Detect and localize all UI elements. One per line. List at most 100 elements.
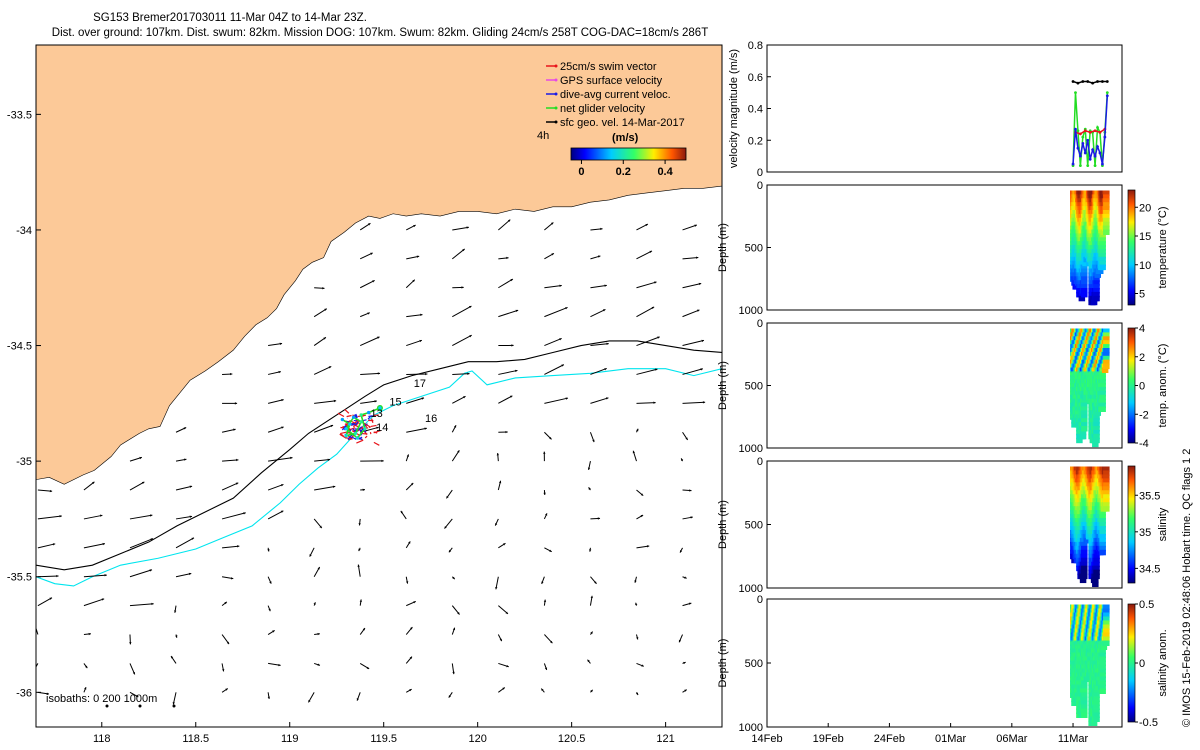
- heatmap-cell: [1093, 692, 1100, 698]
- heatmap-cell: [1103, 474, 1110, 480]
- velocity-point: [1096, 145, 1099, 149]
- velocity-point: [1086, 164, 1090, 168]
- heatmap-cell: [1093, 426, 1100, 432]
- heatmap-ytick-label: 500: [745, 243, 763, 255]
- heatmap-ytick-label: 500: [745, 520, 763, 532]
- legend-label: dive-avg current veloc.: [560, 89, 671, 101]
- velocity-arrowhead: [509, 395, 513, 398]
- velocity-arrowhead: [544, 513, 548, 516]
- velocity-point: [1074, 127, 1077, 131]
- velocity-arrowhead: [684, 576, 687, 579]
- velocity-arrowhead: [332, 485, 336, 488]
- velocity-arrowhead: [634, 580, 637, 583]
- velocity-arrowhead: [541, 581, 544, 584]
- velocity-arrow: [498, 395, 513, 404]
- swim-vector: [337, 412, 345, 418]
- heatmap-cell: [1103, 616, 1110, 622]
- heatmap-cell: [1099, 249, 1106, 255]
- heatmap-cell: [1093, 696, 1100, 702]
- heatmap-cell: [1081, 422, 1088, 428]
- swim-vector: [347, 438, 353, 441]
- heatmap-cell: [1099, 664, 1106, 670]
- heatmap-cell: [1079, 429, 1087, 436]
- velocity-arrowhead: [362, 488, 365, 492]
- colorbar-tick-label: 15: [1139, 231, 1151, 243]
- heatmap-cell: [1093, 700, 1100, 706]
- colorbar-tick-label: 0.2: [616, 166, 631, 178]
- heatmap-panel-salinity: 0 500 1000 Depth (m) 34.5 35 35.5 salinity: [717, 456, 1169, 595]
- legend-swatch-dot: [554, 106, 558, 110]
- velocity-arrowhead: [413, 601, 416, 604]
- glider-track: [337, 404, 383, 446]
- velocity-arrowhead: [457, 612, 460, 615]
- map-legend: 25cm/s swim vector GPS surface velocity di…: [537, 61, 687, 178]
- heatmap-cell: [1099, 522, 1106, 528]
- velocity-arrowhead: [416, 255, 420, 258]
- velocity-arrowhead: [412, 279, 415, 283]
- heatmap-cell: [1093, 414, 1100, 420]
- velocity-point: [1088, 157, 1092, 161]
- velocity-frame: [766, 44, 1123, 173]
- velocity-arrow: [406, 427, 427, 433]
- velocity-arrow: [590, 308, 606, 318]
- velocity-arrowhead: [226, 641, 230, 645]
- velocity-arrowhead: [330, 424, 334, 428]
- velocity-point: [1083, 129, 1087, 133]
- heatmap-cell: [1081, 288, 1088, 294]
- velocity-arrow: [360, 336, 380, 346]
- velocity-arrowhead: [323, 337, 326, 340]
- velocity-arrow: [83, 514, 103, 520]
- heatmap-ylabel: Depth (m): [717, 361, 729, 410]
- heatmap-cell: [1103, 202, 1110, 208]
- velocity-arrow: [682, 309, 700, 318]
- track-point: [359, 413, 363, 417]
- velocity-arrowhead: [495, 523, 498, 526]
- velocity-arrowhead: [281, 398, 284, 402]
- colorbar-tick-label: -4: [1139, 438, 1149, 450]
- velocity-arrowhead: [444, 526, 447, 529]
- velocity-point: [1081, 135, 1085, 139]
- velocity-arrow: [544, 284, 562, 289]
- heatmap-cell: [1081, 696, 1088, 702]
- velocity-arrowhead: [49, 597, 53, 600]
- day-label: 13: [371, 408, 383, 420]
- velocity-arrowhead: [696, 256, 699, 259]
- header-line2: Dist. over ground: 107km. Dist. swum: 82…: [52, 27, 708, 39]
- heatmap-cell: [1081, 557, 1088, 564]
- velocity-arrowhead: [56, 574, 59, 578]
- day-label: 15: [389, 397, 401, 409]
- swim-vector: [344, 408, 350, 414]
- velocity-arrow: [682, 257, 699, 260]
- legend-label: net glider velocity: [560, 103, 645, 115]
- track-point: [363, 427, 367, 431]
- velocity-arrow: [37, 489, 53, 492]
- velocity-arrowhead: [184, 458, 187, 461]
- velocity-arrowhead: [278, 663, 281, 667]
- velocity-arrow: [590, 367, 607, 375]
- heatmap-cell: [1093, 280, 1100, 286]
- colorbar-tick-label: 10: [1139, 260, 1151, 272]
- swim-vector: [345, 423, 349, 427]
- velocity-arrowhead: [267, 549, 270, 552]
- day-label: 17: [414, 378, 426, 390]
- time-tick-label: 11Mar: [1058, 733, 1089, 745]
- heatmap-cell: [1101, 367, 1109, 373]
- dac-vector: [368, 415, 373, 418]
- velocity-arrowhead: [636, 637, 639, 640]
- legend-scale-label: 4h: [537, 130, 549, 142]
- velocity-arrowhead: [319, 525, 322, 529]
- track-point: [340, 417, 345, 422]
- heatmap-colorbar: [1127, 465, 1136, 584]
- land-area: [36, 45, 722, 485]
- map-xtick-label: 119: [281, 733, 299, 745]
- velocity-arrowhead: [376, 426, 379, 430]
- heatmap-cell: [1103, 636, 1110, 642]
- legend-label: sfc geo. vel. 14-Mar-2017: [560, 117, 685, 129]
- velocity-arrowhead: [640, 515, 644, 518]
- map-ytick-label: -34.5: [7, 341, 32, 353]
- velocity-arrowhead: [448, 695, 451, 698]
- colorbar-label: temperature (°C): [1157, 206, 1169, 288]
- map-panel: 13 14 15 16 17 25cm/s swim vector GPS surface …: [7, 44, 723, 745]
- heatmap-cell: [1099, 260, 1106, 267]
- legend-swatch-dot: [554, 78, 558, 82]
